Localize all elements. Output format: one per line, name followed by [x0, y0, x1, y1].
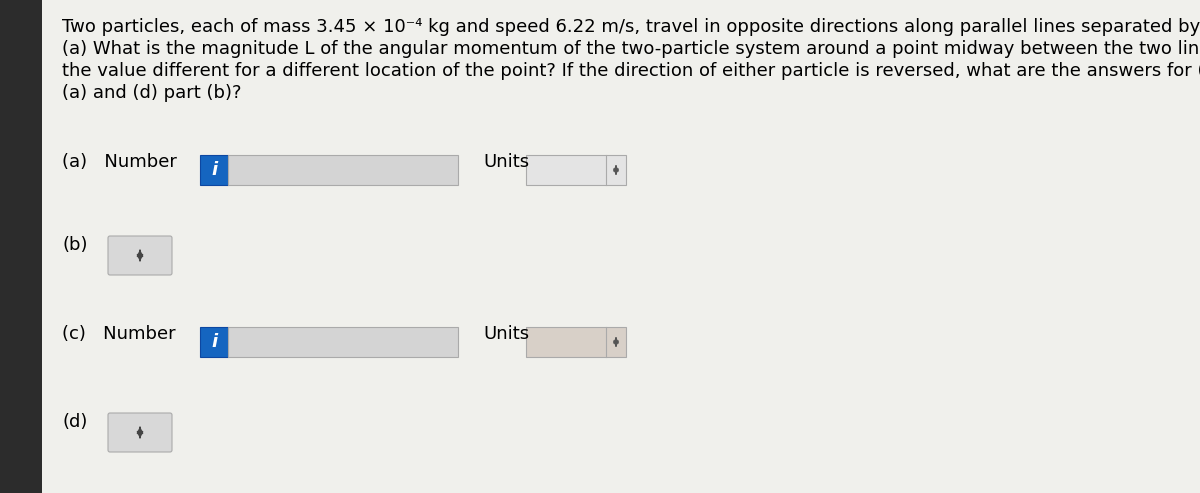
- FancyBboxPatch shape: [228, 327, 458, 357]
- Text: i: i: [211, 161, 217, 179]
- FancyBboxPatch shape: [526, 327, 626, 357]
- FancyBboxPatch shape: [526, 155, 626, 185]
- Text: Two particles, each of mass 3.45 × 10⁻⁴ kg and speed 6.22 m/s, travel in opposit: Two particles, each of mass 3.45 × 10⁻⁴ …: [62, 18, 1200, 36]
- Text: the value different for a different location of the point? If the direction of e: the value different for a different loca…: [62, 62, 1200, 80]
- FancyBboxPatch shape: [42, 0, 1200, 493]
- FancyBboxPatch shape: [200, 155, 228, 185]
- Text: (d): (d): [62, 413, 88, 431]
- Text: Units: Units: [482, 325, 529, 343]
- FancyBboxPatch shape: [200, 327, 228, 357]
- Text: i: i: [211, 333, 217, 351]
- FancyBboxPatch shape: [108, 413, 172, 452]
- Text: (b): (b): [62, 236, 88, 254]
- FancyBboxPatch shape: [228, 155, 458, 185]
- Text: (a) What is the magnitude L of the angular momentum of the two-particle system a: (a) What is the magnitude L of the angul…: [62, 40, 1200, 58]
- Text: (c)   Number: (c) Number: [62, 325, 175, 343]
- FancyBboxPatch shape: [0, 0, 42, 493]
- Text: Units: Units: [482, 153, 529, 171]
- FancyBboxPatch shape: [108, 236, 172, 275]
- Text: (a) and (d) part (b)?: (a) and (d) part (b)?: [62, 84, 241, 102]
- Text: (a)   Number: (a) Number: [62, 153, 176, 171]
